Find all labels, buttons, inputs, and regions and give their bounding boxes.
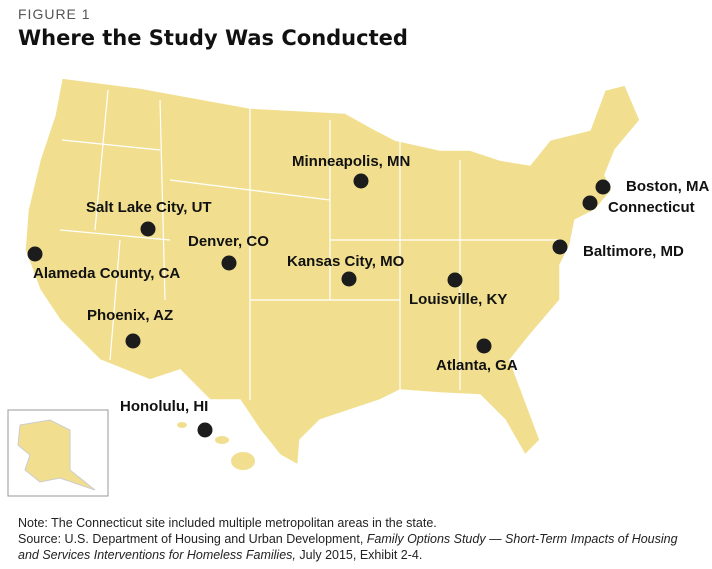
title: Where the Study Was Conducted [18,26,408,50]
source: Source: U.S. Department of Housing and U… [18,531,698,563]
site-label: Phoenix, AZ [87,307,173,324]
site-dot [447,272,463,288]
site-dot [353,173,369,189]
site-label: Kansas City, MO [287,253,405,270]
site-dot [582,195,598,211]
site-dot [197,422,213,438]
site-dot [476,338,492,354]
site-dot [595,179,611,195]
site-label: Salt Lake City, UT [86,199,212,216]
source-prefix: Source: U.S. Department of Housing and U… [18,532,367,546]
note: Note: The Connecticut site included mult… [18,516,437,530]
site-dot [341,271,357,287]
notes: Note: The Connecticut site included mult… [18,515,698,563]
site-dot [125,333,141,349]
site-label: Baltimore, MD [583,243,684,260]
alaska [17,419,96,491]
site-dot [221,255,237,271]
site-label: Denver, CO [188,233,269,250]
source-title: Family Options Study — Short-Term Impact… [18,532,678,562]
figure-label: FIGURE 1 [18,6,91,22]
site-label: Connecticut [608,199,695,216]
site-label: Minneapolis, MN [292,153,410,170]
site-label: Louisville, KY [409,291,507,308]
us-outline [24,77,641,467]
site-dot [552,239,568,255]
site-dot [27,246,43,262]
map: Minneapolis, MN Salt Lake City, UT Denver,… [7,77,709,497]
site-label: Honolulu, HI [120,398,208,415]
site-label: Alameda County, CA [33,265,180,282]
site-label: Atlanta, GA [436,357,518,374]
site-label: Boston, MA [626,178,709,195]
site-dot [140,221,156,237]
source-suffix: July 2015, Exhibit 2-4. [295,548,423,562]
hawaii [177,422,255,470]
